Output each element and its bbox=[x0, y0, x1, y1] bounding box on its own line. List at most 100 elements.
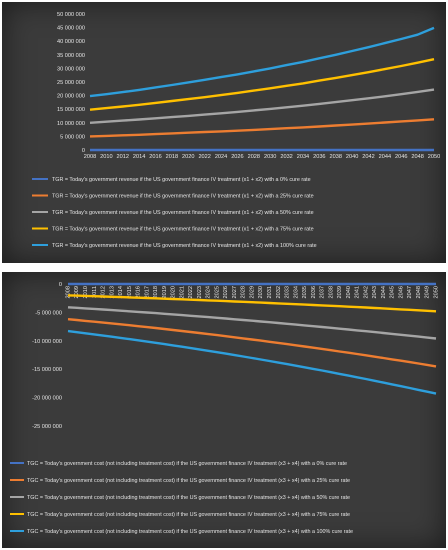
chart-revenue: 0 5 000 000 10 000 000 15 000 000 20 000 000… bbox=[32, 12, 440, 249]
x-tick-label: 2014 bbox=[118, 286, 124, 298]
y-tick-label: -25 000 000 bbox=[32, 424, 62, 430]
x-tick-label: 2015 bbox=[127, 286, 133, 298]
y-tick-label: -10 000 000 bbox=[32, 339, 62, 345]
y-tick-label: 0 bbox=[82, 148, 85, 154]
x-tick-label: 2043 bbox=[372, 286, 378, 298]
x-tick-label: 2030 bbox=[264, 154, 276, 160]
x-tick-label: 2018 bbox=[153, 286, 159, 298]
x-tick-label: 2013 bbox=[109, 286, 115, 298]
x-tick-label: 2036 bbox=[311, 286, 317, 298]
y-tick-label: 15 000 000 bbox=[57, 107, 85, 113]
x-tick-label: 2016 bbox=[136, 286, 142, 298]
x-tick-label: 2036 bbox=[313, 154, 325, 160]
series-line-3 bbox=[67, 294, 437, 313]
x-tick-label: 2032 bbox=[280, 154, 292, 160]
x-tick-label: 2037 bbox=[320, 286, 326, 298]
y-tick-label: 45 000 000 bbox=[57, 26, 85, 32]
chart-panel-cost: 0 -5 000 000 -10 000 000 -15 000 000 -20 000… bbox=[2, 272, 446, 548]
y-tick-label: 50 000 000 bbox=[57, 12, 85, 18]
x-tick-label: 2020 bbox=[182, 154, 194, 160]
x-tick-label: 2041 bbox=[355, 286, 361, 298]
x-tick-label: 2049 bbox=[425, 286, 431, 298]
series-line-1 bbox=[67, 318, 437, 368]
x-tick-label: 2008 bbox=[84, 154, 96, 160]
x-tick-label: 2046 bbox=[398, 286, 404, 298]
legend-entry-4: TGC = Today's government cost (not inclu… bbox=[27, 529, 353, 535]
x-tick-label: 2040 bbox=[346, 154, 358, 160]
chart-panel-revenue: 0 5 000 000 10 000 000 15 000 000 20 000 000… bbox=[2, 2, 446, 263]
x-tick-label: 2040 bbox=[346, 286, 352, 298]
x-tick-label: 2047 bbox=[407, 286, 413, 298]
x-tick-label: 2017 bbox=[144, 286, 150, 298]
series-line-3 bbox=[89, 58, 435, 111]
x-tick-label: 2033 bbox=[285, 286, 291, 298]
legend-entry-2: TGR = Today's government revenue if the … bbox=[52, 210, 314, 216]
x-tick-label: 2044 bbox=[381, 286, 387, 298]
y-tick-label: -5 000 000 bbox=[35, 310, 62, 316]
x-tick-label: 2034 bbox=[297, 154, 309, 160]
legend-entry-0: TGC = Today's government cost (not inclu… bbox=[27, 461, 347, 467]
x-tick-label: 2031 bbox=[267, 286, 273, 298]
x-tick-label: 2038 bbox=[329, 154, 341, 160]
x-tick-label: 2042 bbox=[363, 286, 369, 298]
series-line-2 bbox=[67, 306, 437, 340]
x-tick-label: 2045 bbox=[390, 286, 396, 298]
x-tick-label: 2010 bbox=[83, 286, 89, 298]
x-tick-label: 2026 bbox=[231, 154, 243, 160]
x-tick-label: 2012 bbox=[101, 286, 107, 298]
y-tick-label: 40 000 000 bbox=[57, 39, 85, 45]
x-tick-label: 2038 bbox=[328, 286, 334, 298]
x-tick-label: 2028 bbox=[248, 154, 260, 160]
x-tick-label: 2012 bbox=[117, 154, 129, 160]
y-tick-label: 25 000 000 bbox=[57, 80, 85, 86]
y-tick-label: -15 000 000 bbox=[32, 367, 62, 373]
x-tick-label: 2046 bbox=[395, 154, 407, 160]
x-tick-label: 2039 bbox=[337, 286, 343, 298]
y-tick-label: 20 000 000 bbox=[57, 94, 85, 100]
x-tick-label: 2025 bbox=[214, 286, 220, 298]
x-tick-label: 2050 bbox=[428, 154, 440, 160]
legend-entry-1: TGR = Today's government revenue if the … bbox=[52, 194, 314, 200]
x-tick-label: 2020 bbox=[171, 286, 177, 298]
chart-cost: 0 -5 000 000 -10 000 000 -15 000 000 -20 000… bbox=[10, 282, 439, 535]
legend-entry-3: TGC = Today's government cost (not inclu… bbox=[27, 512, 350, 518]
x-tick-label: 2024 bbox=[206, 286, 212, 298]
series-line-1 bbox=[89, 118, 435, 138]
x-tick-label: 2016 bbox=[149, 154, 161, 160]
legend-entry-1: TGC = Today's government cost (not inclu… bbox=[27, 478, 350, 484]
series-line-4 bbox=[89, 26, 435, 98]
x-tick-label: 2008 bbox=[65, 286, 71, 298]
x-tick-label: 2029 bbox=[249, 286, 255, 298]
series-line-4 bbox=[67, 329, 437, 395]
legend-entry-0: TGR = Today's government revenue if the … bbox=[52, 177, 311, 183]
x-tick-label: 2014 bbox=[133, 154, 145, 160]
legend-entry-4: TGR = Today's government revenue if the … bbox=[52, 243, 317, 249]
x-tick-label: 2028 bbox=[241, 286, 247, 298]
y-tick-label: -20 000 000 bbox=[32, 396, 62, 402]
x-tick-label: 2021 bbox=[179, 286, 185, 298]
y-tick-label: 0 bbox=[59, 282, 62, 288]
x-tick-label: 2035 bbox=[302, 286, 308, 298]
x-tick-label: 2042 bbox=[362, 154, 374, 160]
x-tick-label: 2009 bbox=[74, 286, 80, 298]
x-tick-label: 2010 bbox=[100, 154, 112, 160]
y-tick-label: 5 000 000 bbox=[60, 134, 85, 140]
x-tick-label: 2030 bbox=[258, 286, 264, 298]
y-tick-label: 30 000 000 bbox=[57, 66, 85, 72]
legend-entry-3: TGR = Today's government revenue if the … bbox=[52, 227, 314, 233]
x-tick-label: 2022 bbox=[198, 154, 210, 160]
x-tick-label: 2024 bbox=[215, 154, 227, 160]
y-tick-label: 10 000 000 bbox=[57, 121, 85, 127]
legend-entry-2: TGC = Today's government cost (not inclu… bbox=[27, 495, 350, 501]
x-tick-label: 2048 bbox=[416, 286, 422, 298]
y-tick-label: 35 000 000 bbox=[57, 53, 85, 59]
x-tick-label: 2019 bbox=[162, 286, 168, 298]
x-tick-label: 2011 bbox=[92, 286, 98, 298]
x-tick-label: 2034 bbox=[293, 286, 299, 298]
x-tick-label: 2044 bbox=[379, 154, 391, 160]
x-tick-label: 2048 bbox=[411, 154, 423, 160]
x-tick-label: 2050 bbox=[433, 286, 439, 298]
x-tick-label: 2023 bbox=[197, 286, 203, 298]
x-tick-label: 2032 bbox=[276, 286, 282, 298]
x-tick-label: 2022 bbox=[188, 286, 194, 298]
